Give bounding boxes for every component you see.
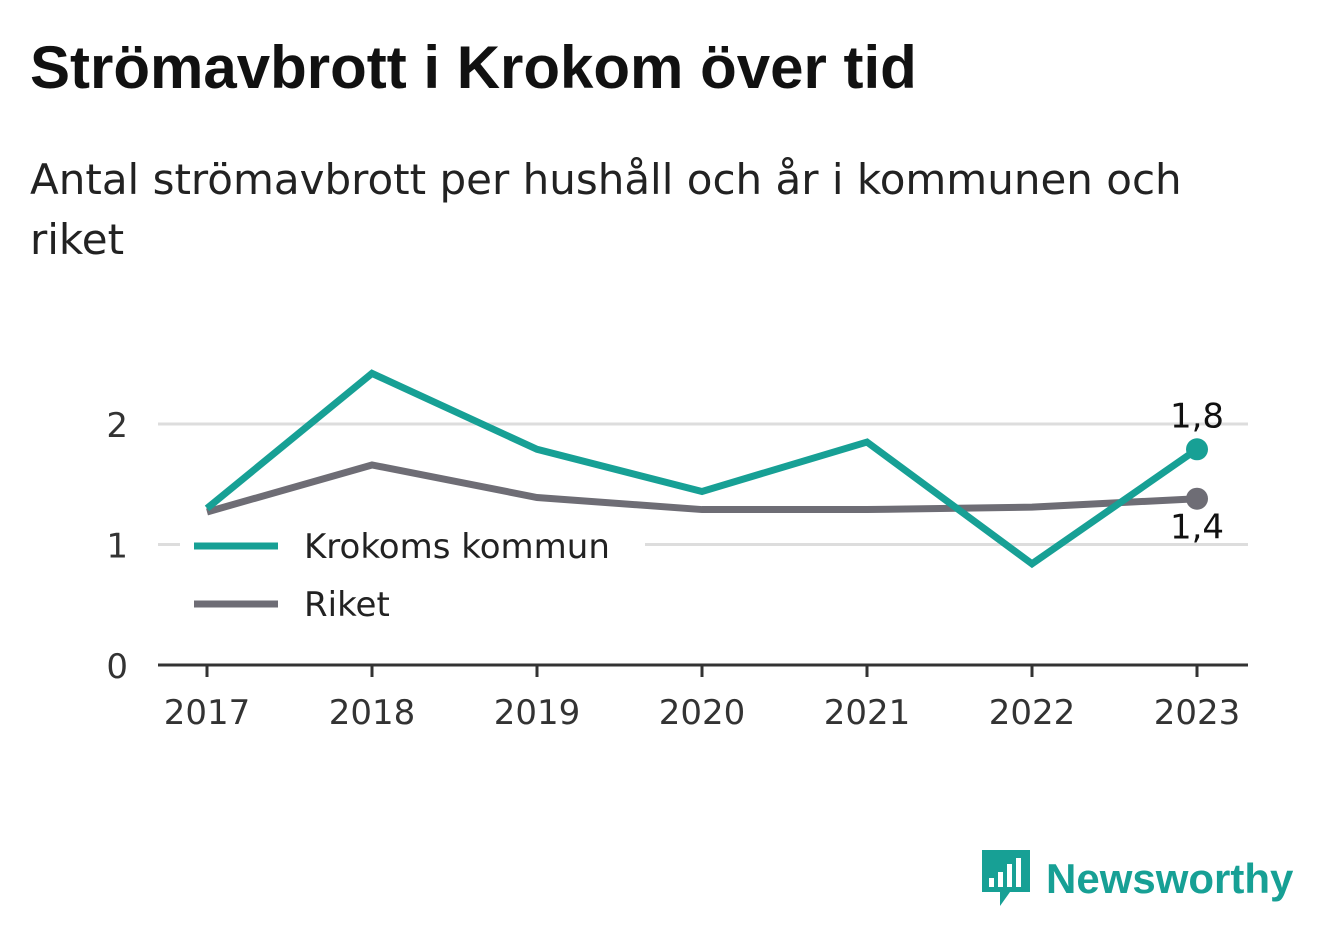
series-line-riket (206, 461, 1198, 516)
series-line-krokoms-kommun (204, 369, 1199, 569)
y-tick-label: 1 (106, 527, 128, 567)
x-tick-label: 2021 (824, 693, 911, 733)
x-tick-label: 2023 (1154, 693, 1241, 733)
legend-label: Riket (304, 585, 390, 625)
y-tick-label: 2 (106, 406, 128, 446)
end-value-label: 1,4 (1170, 508, 1224, 548)
x-tick-label: 2020 (659, 693, 746, 733)
y-tick-label: 0 (106, 647, 128, 687)
legend-label: Krokoms kommun (304, 527, 610, 567)
x-tick-label: 2019 (494, 693, 581, 733)
x-tick-label: 2017 (164, 693, 251, 733)
legend-background (180, 520, 645, 632)
chart-title: Strömavbrott i Krokom över tid (30, 34, 917, 101)
end-point-marker (1186, 487, 1208, 510)
chart-subtitle: Antal strömavbrott per hushåll och år i … (30, 155, 1182, 264)
newsworthy-logo: Newsworthy (980, 848, 1293, 910)
end-value-label: 1,8 (1170, 396, 1224, 436)
end-point-marker (1186, 438, 1208, 461)
x-tick-label: 2018 (329, 693, 416, 733)
brand-name: Newsworthy (1046, 855, 1294, 902)
x-tick-label: 2022 (989, 693, 1076, 733)
newsworthy-logo-icon (982, 850, 1030, 906)
